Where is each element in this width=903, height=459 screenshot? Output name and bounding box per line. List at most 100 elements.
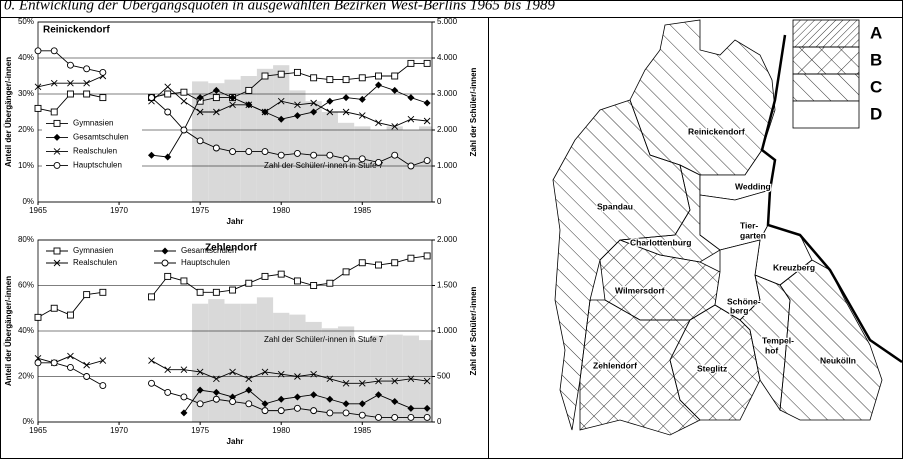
marker — [423, 117, 431, 125]
marker — [423, 99, 431, 107]
marker — [83, 373, 91, 380]
marker — [196, 400, 204, 408]
legend-key: A — [870, 23, 882, 42]
x-tick-label: 1975 — [191, 206, 209, 215]
y-axis-title: Anteil der Übergänger/-innen — [4, 276, 13, 386]
legend-label: Hauptschulen — [181, 258, 230, 267]
marker — [164, 108, 172, 116]
marker — [99, 288, 107, 296]
district-label: Schöne- — [727, 296, 761, 306]
district-label: Wedding — [735, 181, 771, 191]
marker — [148, 357, 155, 364]
marker — [407, 404, 415, 412]
district-label: Spandau — [597, 201, 633, 211]
x-axis-title: Jahr — [227, 437, 244, 446]
marker — [358, 411, 366, 419]
marker — [66, 363, 74, 371]
marker — [148, 293, 155, 301]
y2-tick-label: 0 — [437, 417, 442, 426]
marker — [310, 407, 318, 415]
marker — [164, 272, 172, 280]
marker — [34, 83, 42, 91]
legend-label: Gymnasien — [73, 246, 113, 255]
district-label: garten — [740, 230, 766, 240]
area-bar — [337, 326, 355, 422]
marker — [261, 272, 269, 280]
marker — [391, 398, 399, 406]
marker — [326, 395, 334, 403]
marker — [212, 388, 220, 396]
figure-title: 0. Entwicklung der Übergangsquoten in au… — [4, 0, 555, 13]
area-bar — [192, 303, 209, 422]
marker — [375, 72, 382, 80]
marker — [180, 97, 188, 105]
marker — [83, 65, 91, 73]
marker — [326, 375, 334, 383]
district — [629, 19, 776, 176]
x-axis-title: Jahr — [227, 217, 244, 226]
marker — [83, 79, 90, 87]
area-bar — [386, 334, 403, 422]
marker — [245, 279, 253, 287]
area-bar — [240, 303, 257, 422]
y2-tick-label: 2.000 — [437, 235, 458, 244]
marker — [99, 382, 107, 390]
legend-swatch — [792, 73, 860, 102]
district-label: Zehlendorf — [593, 360, 637, 370]
y-tick-label: 40% — [18, 53, 34, 62]
y-tick-label: 50% — [18, 17, 34, 26]
legend-box — [42, 243, 264, 271]
legend-label: Realschulen — [73, 147, 117, 156]
marker — [229, 94, 237, 102]
legend-key: C — [870, 77, 882, 96]
marker — [245, 386, 253, 394]
y-tick-label: 20% — [18, 372, 34, 381]
x-tick-label: 1965 — [29, 206, 47, 215]
border-line — [760, 34, 903, 364]
marker — [196, 368, 204, 376]
legend-marker — [53, 161, 61, 169]
marker — [326, 76, 334, 84]
legend-label: Gymnasien — [73, 119, 113, 128]
district-label: berg — [730, 305, 748, 315]
legend-label: Gesamtschulen — [73, 133, 129, 142]
legend-marker — [53, 148, 61, 155]
marker — [277, 407, 285, 415]
y-tick-label: 60% — [18, 281, 34, 290]
marker — [245, 86, 253, 94]
marker — [310, 151, 318, 159]
legend-marker — [53, 119, 61, 127]
area-bar — [240, 76, 257, 202]
district — [579, 299, 701, 436]
x-tick-label: 1985 — [353, 206, 371, 215]
marker — [213, 375, 220, 383]
marker — [326, 151, 334, 159]
legend-swatch — [792, 100, 860, 129]
area-bar — [273, 312, 290, 422]
marker — [310, 108, 318, 116]
marker — [293, 393, 301, 401]
area-bar — [208, 83, 225, 202]
district-label: Wilmersdorf — [615, 285, 665, 295]
marker — [180, 366, 188, 373]
legend-label: Hauptschulen — [73, 161, 122, 170]
marker — [310, 74, 318, 82]
y-axis-title: Anteil der Übergänger/-innen — [4, 57, 13, 167]
y2-axis-title: Zahl der Schüler/-innen — [469, 286, 478, 375]
y2-tick-label: 1.000 — [437, 161, 458, 170]
marker — [99, 357, 107, 364]
district-label: Reinickendorf — [688, 126, 745, 136]
y2-tick-label: 1.000 — [437, 326, 458, 335]
area-label: Zahl der Schüler/-innen in Stufe 7 — [264, 335, 384, 344]
marker — [212, 86, 220, 94]
x-tick-label: 1970 — [110, 426, 128, 435]
y-tick-label: 40% — [18, 326, 34, 335]
y2-tick-label: 2.000 — [437, 125, 458, 134]
district-label: Neukölln — [820, 355, 856, 365]
marker — [229, 101, 236, 109]
marker — [423, 157, 431, 165]
marker — [245, 375, 253, 383]
marker — [407, 414, 415, 421]
marker — [245, 101, 253, 109]
